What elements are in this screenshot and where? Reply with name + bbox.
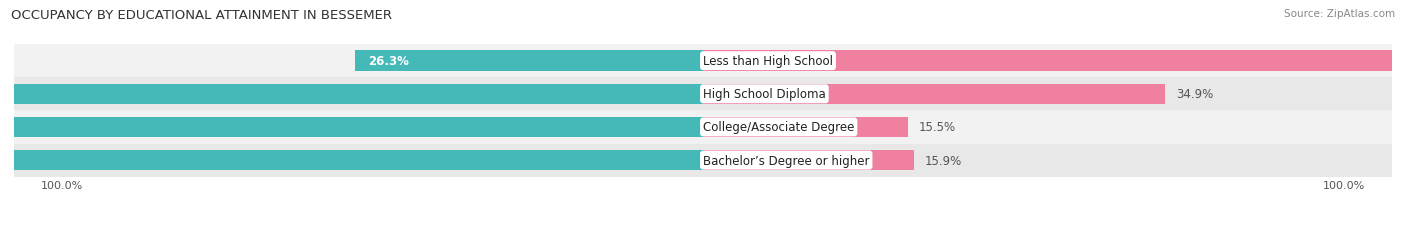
Bar — [0, 117, 703, 138]
Text: Bachelor’s Degree or higher: Bachelor’s Degree or higher — [703, 154, 869, 167]
Bar — [0, 144, 1406, 177]
Bar — [354, 51, 703, 72]
Text: 26.3%: 26.3% — [368, 55, 409, 68]
Bar — [0, 78, 1406, 111]
Text: High School Diploma: High School Diploma — [703, 88, 825, 101]
Text: OCCUPANCY BY EDUCATIONAL ATTAINMENT IN BESSEMER: OCCUPANCY BY EDUCATIONAL ATTAINMENT IN B… — [11, 9, 392, 22]
Bar — [0, 84, 703, 105]
Bar — [703, 150, 914, 171]
Bar — [703, 51, 1406, 72]
Text: 100.0%: 100.0% — [1323, 180, 1365, 190]
Bar — [0, 45, 1406, 78]
Bar — [0, 150, 703, 171]
Text: Less than High School: Less than High School — [703, 55, 832, 68]
Bar — [703, 84, 1166, 105]
Bar — [703, 117, 908, 138]
Text: Source: ZipAtlas.com: Source: ZipAtlas.com — [1284, 9, 1395, 19]
Bar — [0, 111, 1406, 144]
Text: 34.9%: 34.9% — [1175, 88, 1213, 101]
Text: 15.5%: 15.5% — [920, 121, 956, 134]
Text: College/Associate Degree: College/Associate Degree — [703, 121, 855, 134]
Text: 15.9%: 15.9% — [924, 154, 962, 167]
Text: 100.0%: 100.0% — [41, 180, 83, 190]
